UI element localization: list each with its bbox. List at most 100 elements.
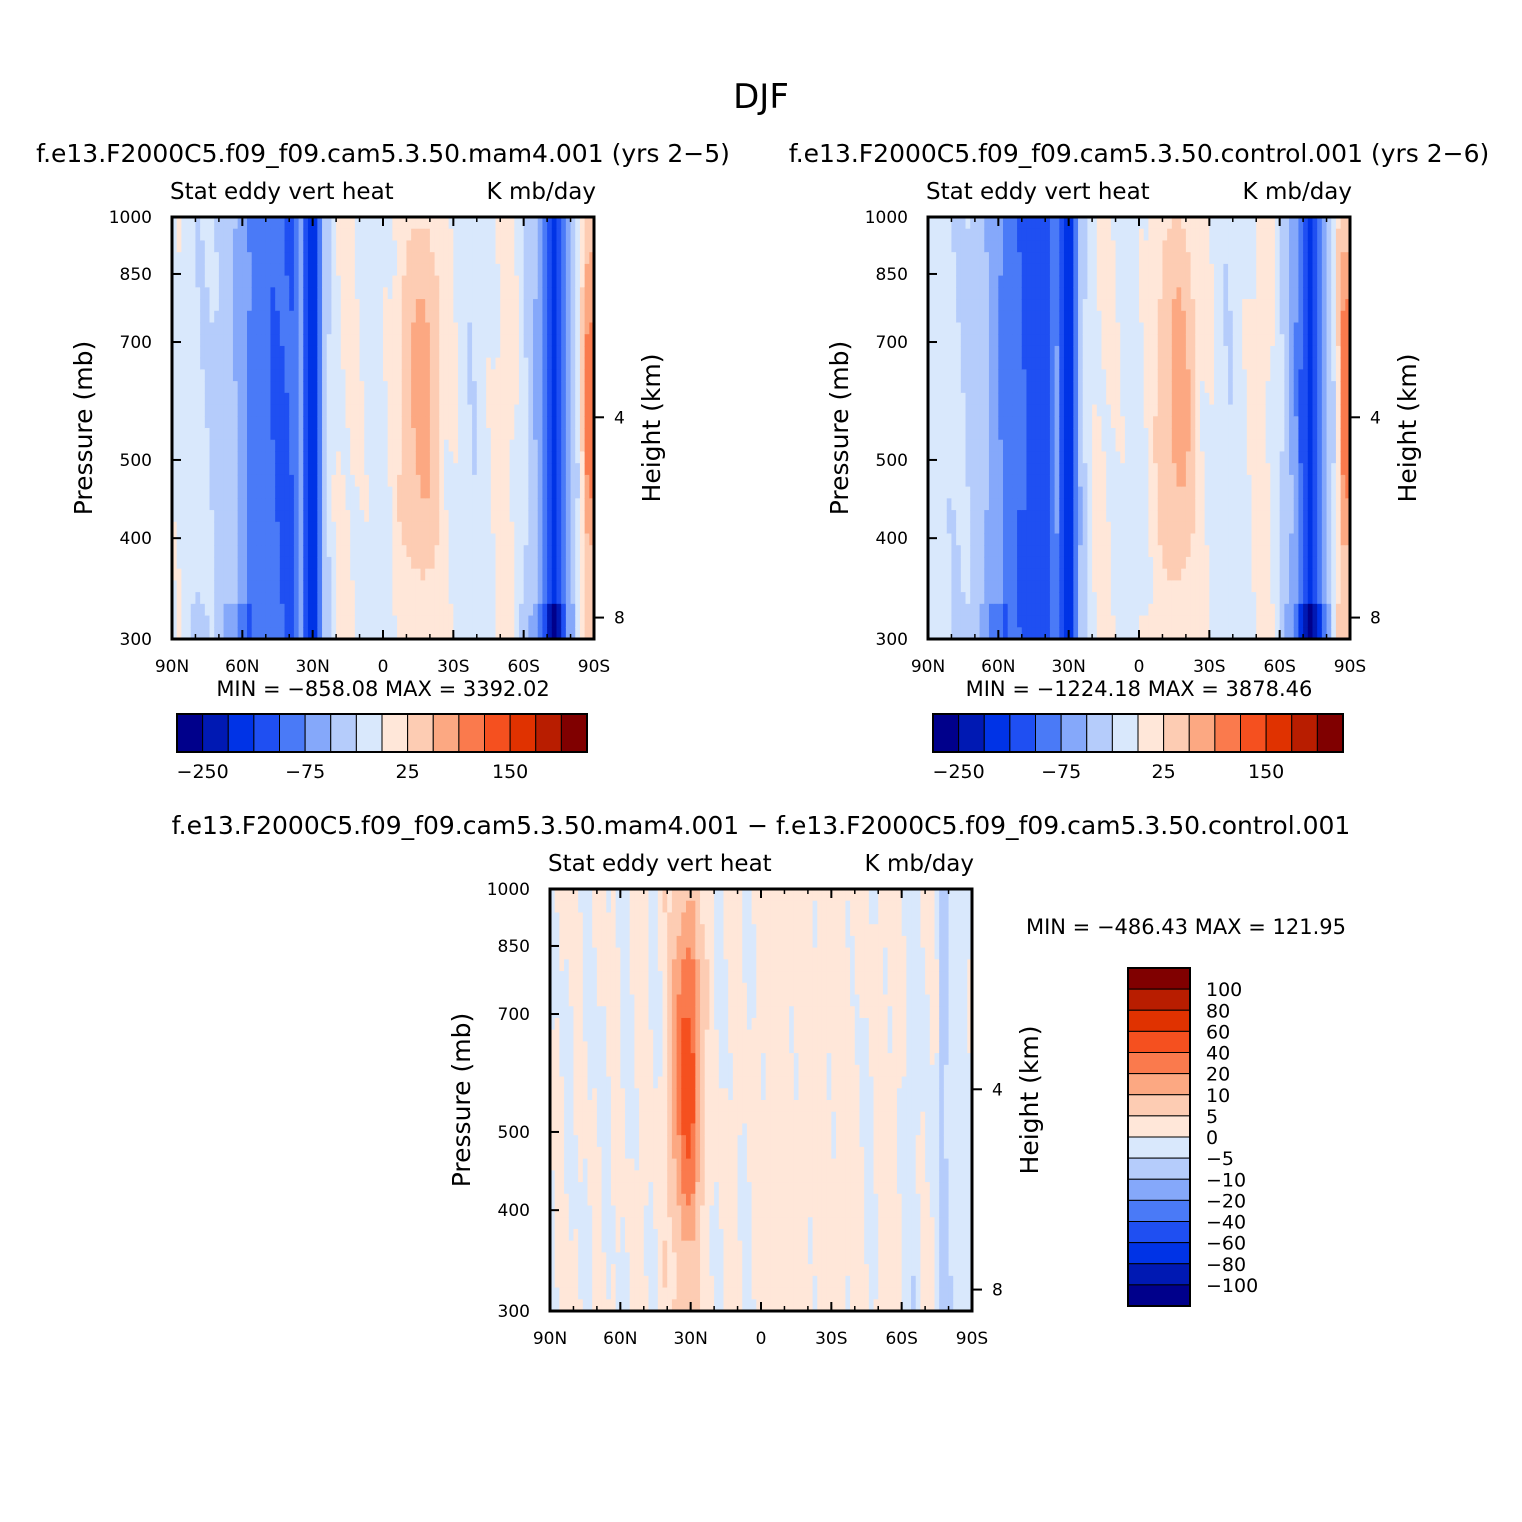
heatmap-cell (247, 240, 253, 253)
heatmap-cell (1007, 545, 1013, 558)
heatmap-cell (448, 240, 454, 253)
heatmap-cell (1035, 263, 1042, 277)
heatmap-cell (223, 463, 229, 476)
heatmap-cell (500, 381, 506, 394)
heatmap-cell (1035, 217, 1042, 230)
heatmap-cell (420, 474, 426, 488)
heatmap-cell (322, 252, 328, 265)
heatmap-cell (1021, 498, 1028, 511)
heatmap-cell (1059, 428, 1065, 441)
heatmap-cell (411, 392, 417, 406)
heatmap-cell (397, 392, 403, 406)
heatmap-cell (1063, 568, 1070, 581)
heatmap-cell (1082, 510, 1089, 523)
heatmap-cell (970, 510, 976, 523)
heatmap-cell (533, 521, 539, 535)
heatmap-cell (1101, 428, 1107, 441)
heatmap-cell (570, 463, 576, 476)
heatmap-cell (223, 498, 229, 511)
heatmap-cell (518, 615, 525, 628)
heatmap-cell (956, 498, 962, 511)
heatmap-cell (232, 428, 239, 441)
heatmap-cell (439, 474, 445, 488)
heatmap-cell (1045, 592, 1051, 605)
heatmap-cell (476, 322, 483, 335)
heatmap-cell (575, 568, 581, 581)
heatmap-cell (293, 603, 300, 617)
heatmap-cell (495, 615, 501, 628)
heatmap-cell (364, 322, 370, 335)
heatmap-cell (383, 533, 389, 546)
heatmap-cell (350, 545, 356, 558)
heatmap-cell (378, 627, 384, 639)
heatmap-cell (186, 545, 192, 558)
heatmap-cell (547, 474, 553, 488)
heatmap-cell (960, 287, 967, 300)
heatmap-cell (481, 627, 487, 639)
heatmap-cell (537, 486, 544, 499)
heatmap-cell (373, 439, 379, 453)
heatmap-cell (312, 580, 318, 593)
heatmap-cell (434, 568, 440, 581)
heatmap-cell (443, 615, 450, 628)
heatmap-cell (242, 545, 248, 558)
heatmap-cell (1139, 287, 1145, 300)
heatmap-cell (1096, 369, 1103, 382)
heatmap-cell (279, 463, 286, 476)
heatmap-cell (354, 275, 361, 288)
heatmap-cell (504, 521, 511, 535)
heatmap-cell (251, 416, 257, 429)
heatmap-cell (247, 217, 253, 230)
heatmap-cell (1101, 592, 1107, 605)
heatmap-cell (1120, 287, 1126, 300)
heatmap-cell (350, 498, 356, 511)
heatmap-cell (1054, 592, 1060, 605)
heatmap-cell (359, 369, 365, 382)
heatmap-cell (490, 369, 497, 382)
heatmap-cell (303, 592, 309, 605)
heatmap-cell (970, 568, 976, 581)
heatmap-cell (481, 345, 487, 359)
heatmap-cell (942, 345, 948, 359)
heatmap-cell (1096, 615, 1103, 628)
heatmap-cell (172, 498, 178, 511)
heatmap-cell (439, 451, 445, 464)
heatmap-cell (1082, 627, 1089, 639)
heatmap-cell (481, 521, 487, 535)
heatmap-cell (373, 275, 379, 288)
heatmap-cell (951, 521, 957, 535)
heatmap-cell (928, 228, 934, 242)
heatmap-cell (579, 463, 586, 476)
heatmap-cell (481, 580, 487, 593)
heatmap-cell (988, 615, 995, 628)
heatmap-cell (537, 545, 544, 558)
heatmap-cell (392, 263, 398, 277)
heatmap-cell (1007, 357, 1013, 370)
heatmap-cell (279, 416, 286, 429)
heatmap-cell (1021, 369, 1028, 382)
heatmap-cell (942, 416, 948, 429)
heatmap-cell (1063, 252, 1070, 265)
heatmap-cell (514, 357, 520, 370)
heatmap-cell (960, 381, 967, 394)
heatmap-cell (270, 592, 276, 605)
heatmap-cell (946, 217, 953, 230)
heatmap-cell (1124, 486, 1131, 499)
heatmap-cell (547, 299, 553, 312)
heatmap-cell (317, 240, 323, 253)
heatmap-cell (1134, 428, 1140, 441)
heatmap-cell (401, 463, 408, 476)
heatmap-cell (383, 451, 389, 464)
heatmap-cell (228, 545, 234, 558)
heatmap-cell (509, 486, 515, 499)
heatmap-cell (974, 416, 981, 429)
heatmap-cell (195, 498, 201, 511)
heatmap-cell (251, 510, 257, 523)
heatmap-cell (1139, 486, 1145, 499)
heatmap-cell (1078, 252, 1084, 265)
heatmap-cell (425, 428, 431, 441)
heatmap-cell (195, 556, 201, 570)
heatmap-cell (1040, 521, 1046, 535)
heatmap-cell (420, 252, 426, 265)
heatmap-cell (1134, 592, 1140, 605)
